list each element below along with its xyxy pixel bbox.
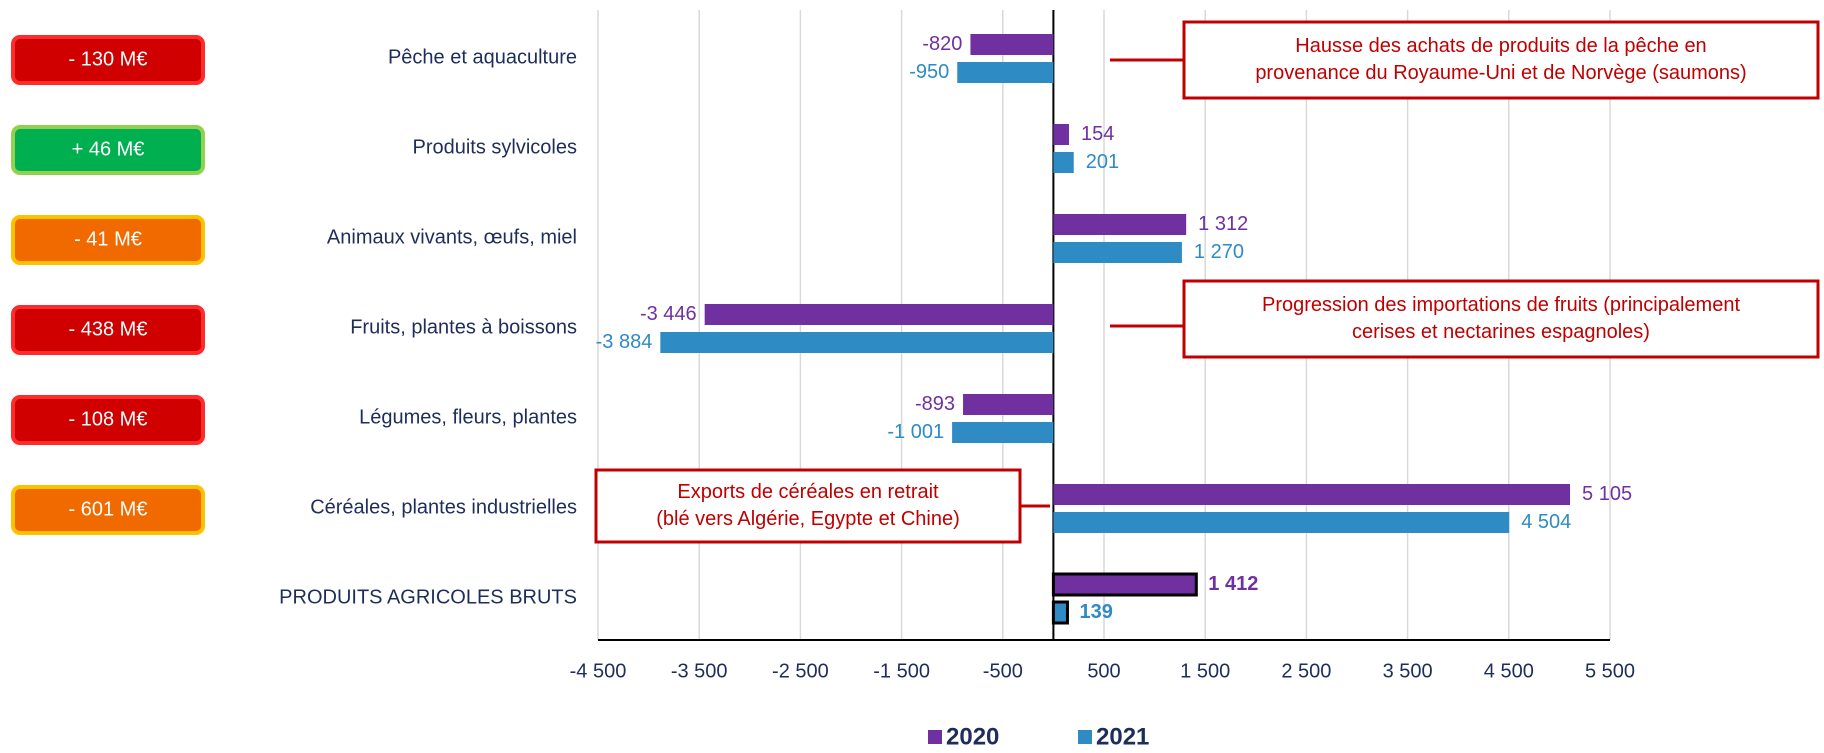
category-label: Fruits, plantes à boissons: [350, 316, 577, 338]
annotation-text: (blé vers Algérie, Egypte et Chine): [656, 508, 960, 530]
badge: [11, 125, 205, 175]
bar: [1051, 572, 1198, 597]
bar: [1053, 152, 1074, 173]
x-tick-label: 1 500: [1180, 660, 1230, 682]
x-tick-label: 2 500: [1281, 660, 1331, 682]
x-tick-label: -1 500: [873, 660, 930, 682]
data-label: -1 001: [887, 421, 944, 443]
x-tick-label: 500: [1087, 660, 1120, 682]
data-label: -893: [915, 393, 955, 415]
data-label: 1 270: [1194, 241, 1244, 263]
x-tick-label: -4 500: [570, 660, 627, 682]
data-label: -950: [909, 61, 949, 83]
annotation-box: [1182, 20, 1820, 100]
annotation-text: cerises et nectarines espagnoles): [1352, 321, 1650, 343]
legend-swatch: [1078, 730, 1092, 744]
x-tick-label: -2 500: [772, 660, 829, 682]
legend-swatch: [928, 730, 942, 744]
category-label: Légumes, fleurs, plantes: [359, 406, 577, 428]
category-label: Céréales, plantes industrielles: [310, 496, 577, 518]
badge-text: - 601 M€: [69, 498, 148, 520]
data-label: -3 884: [596, 331, 653, 353]
annotation-text: provenance du Royaume-Uni et de Norvège …: [1255, 62, 1746, 84]
badge: [11, 485, 205, 535]
x-tick-label: 3 500: [1383, 660, 1433, 682]
badge: [11, 305, 205, 355]
bar: [1053, 214, 1187, 235]
x-tick-label: -3 500: [671, 660, 728, 682]
x-tick-label: 5 500: [1585, 660, 1635, 682]
bar: [1053, 242, 1182, 263]
x-tick-label: -500: [983, 660, 1023, 682]
annotation-box: [594, 468, 1022, 544]
data-label: -820: [922, 33, 962, 55]
bar: [952, 422, 1054, 443]
bar: [963, 394, 1054, 415]
annotation-text: Progression des importations de fruits (…: [1262, 294, 1740, 316]
annotation-box: [1182, 279, 1820, 359]
legend-label: 2021: [1096, 723, 1149, 750]
category-label: Pêche et aquaculture: [388, 46, 577, 68]
category-label: PRODUITS AGRICOLES BRUTS: [279, 586, 577, 608]
data-label: 1 312: [1198, 213, 1248, 235]
data-label: 154: [1081, 123, 1114, 145]
annotation-text: Exports de céréales en retrait: [677, 481, 939, 503]
badge-text: - 108 M€: [69, 408, 148, 430]
data-label: 4 504: [1521, 511, 1571, 533]
badge: [11, 395, 205, 445]
badge-text: - 438 M€: [69, 318, 148, 340]
bar: [704, 304, 1054, 325]
badge: [11, 215, 205, 265]
badge-text: - 130 M€: [69, 48, 148, 70]
data-label: -3 446: [640, 303, 697, 325]
data-label: 139: [1079, 601, 1112, 623]
bar: [1053, 124, 1069, 145]
badge: [11, 35, 205, 85]
x-tick-label: 4 500: [1484, 660, 1534, 682]
legend-label: 2020: [946, 723, 999, 750]
bar: [970, 34, 1054, 55]
category-label: Animaux vivants, œufs, miel: [327, 226, 577, 248]
badge-text: - 41 M€: [74, 228, 142, 250]
bar: [1053, 512, 1510, 533]
annotation-text: Hausse des achats de produits de la pêch…: [1295, 35, 1706, 57]
badge-text: + 46 M€: [72, 138, 145, 160]
data-label: 5 105: [1582, 483, 1632, 505]
category-label: Produits sylvicoles: [412, 136, 577, 158]
bar: [1053, 484, 1571, 505]
data-label: 1 412: [1208, 573, 1258, 595]
bar: [957, 62, 1054, 83]
data-label: 201: [1086, 151, 1119, 173]
bar: [660, 332, 1054, 353]
bar: [1051, 600, 1069, 625]
